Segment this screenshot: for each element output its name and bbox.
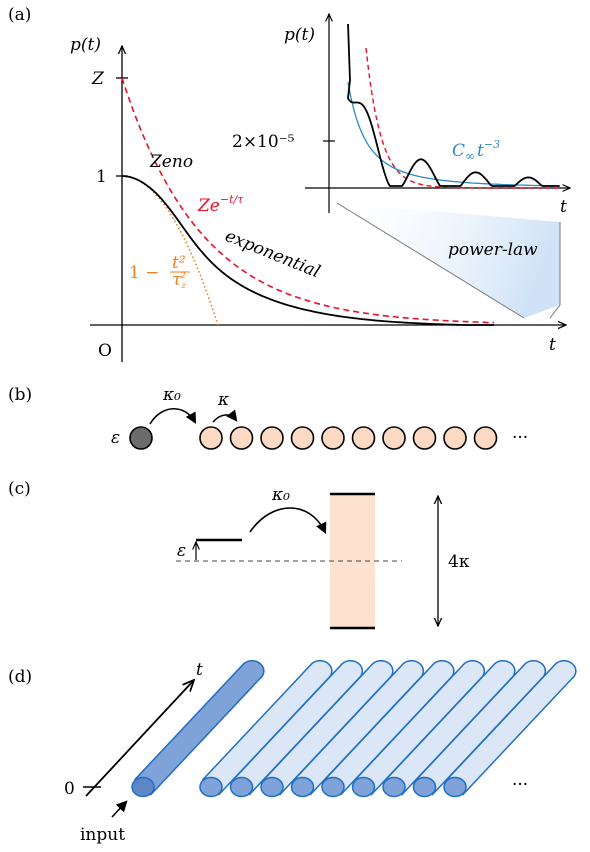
zoom-line-lower	[336, 202, 525, 319]
survival-probability-curve	[121, 175, 494, 326]
zoom-line-corner	[549, 304, 561, 319]
svg-text:1 −: 1 −	[129, 263, 159, 283]
inset-y-axis-label: p(t)	[284, 25, 315, 45]
chain-site	[382, 426, 406, 450]
tick-z-label: Z	[91, 69, 105, 89]
power-law-zoom-region	[337, 203, 560, 318]
chain-site	[351, 426, 376, 450]
chain-site	[321, 426, 345, 450]
waveguide-body	[201, 660, 333, 796]
waveguide-body	[384, 660, 516, 796]
site-energy-label: ε	[111, 428, 120, 448]
panel-a-label: (a)	[8, 5, 31, 25]
waveguide	[199, 660, 333, 798]
chain-ellipsis: ···	[512, 428, 528, 448]
power-law-label: power-law	[448, 240, 538, 260]
coupling-kappa-label: κ	[217, 390, 229, 410]
waveguide-facet	[229, 776, 254, 798]
waveguide-body	[445, 660, 577, 796]
inset-exponential-curve	[365, 47, 560, 189]
chain-sites	[199, 426, 498, 450]
main-y-axis-label: p(t)	[70, 35, 101, 55]
coupling-kappa-arrow	[212, 409, 238, 423]
waveguide-body	[133, 660, 265, 796]
panel-b-label: (b)	[8, 385, 32, 405]
inset-oscillating-curve	[347, 23, 560, 187]
waveguide-facet	[290, 776, 315, 798]
waveguide-body	[354, 660, 486, 796]
inset-power-law-fit	[347, 82, 561, 187]
waveguide	[382, 660, 516, 798]
panel-c-label: (c)	[8, 479, 31, 499]
waveguide-facet	[260, 776, 284, 798]
chain-site	[443, 426, 467, 450]
panel-d-label: (d)	[8, 667, 32, 687]
coupling-kappa0-label: κ₀	[162, 385, 181, 405]
short-time-label: 1 − t² τz2	[129, 253, 190, 290]
waveguide-facet	[443, 776, 467, 798]
panel-d: (d) t 0 input ···	[8, 660, 577, 845]
waveguide-body	[262, 660, 394, 796]
chain-site	[229, 426, 254, 450]
chain-site	[290, 426, 315, 450]
driven-waveguide	[131, 660, 265, 798]
zeno-label: Zeno	[149, 152, 193, 172]
waveguide-body	[232, 660, 364, 796]
input-label: input	[80, 825, 125, 845]
waveguide-facet	[199, 776, 223, 798]
driven-site	[129, 426, 153, 450]
level-band-coupling-arrow	[249, 507, 327, 535]
waveguide	[351, 660, 486, 798]
waveguide	[412, 660, 547, 798]
inset-tick-label: 2×10⁻⁵	[232, 132, 295, 152]
panel-a: (a) p(t) Z 1 O t Zeno Ze−t/τ 1 − t² τz2 …	[8, 5, 570, 362]
coupling-kappa0-arrow	[149, 408, 197, 425]
tick-1-label: 1	[96, 167, 107, 187]
time-axis	[85, 680, 194, 797]
waveguide-facet	[382, 776, 406, 798]
exp-decay-label: Ze−t/τ	[197, 193, 244, 216]
main-x-axis-label: t	[549, 335, 556, 355]
waveguide	[443, 660, 577, 798]
waveguide-facet	[321, 776, 345, 798]
waveguide-facet	[131, 776, 155, 798]
svg-text:t²: t²	[172, 253, 186, 273]
input-arrow	[111, 800, 128, 818]
chain-site	[199, 426, 223, 450]
waveguide-array	[131, 660, 577, 798]
chain-site	[260, 426, 284, 450]
panel-b: (b) ε κ₀ κ ···	[8, 385, 528, 450]
power-law-fit-label: C∞ t−3	[452, 138, 500, 163]
level-band-coupling-label: κ₀	[271, 485, 290, 505]
exponential-decay-curve	[121, 77, 494, 324]
waveguide-body	[415, 660, 547, 796]
time-zero-label: 0	[64, 779, 75, 799]
waveguide	[260, 660, 394, 798]
exponential-regime-label: exponential	[222, 226, 323, 282]
origin-label: O	[98, 341, 112, 361]
waveguide-facet	[351, 776, 376, 798]
time-axis-label: t	[196, 660, 203, 680]
inset-plot: p(t) 2×10⁻⁵ t C∞ t−3	[232, 14, 570, 217]
svg-text:τz2: τz2	[172, 270, 186, 290]
waveguide-body	[293, 660, 425, 796]
waveguide-facet	[412, 776, 437, 798]
waveguide-body	[323, 660, 455, 796]
waveguide-ellipsis: ···	[512, 775, 528, 795]
level-energy-label: ε	[177, 541, 186, 561]
waveguide	[321, 660, 455, 798]
chain-site	[473, 426, 498, 450]
panel-c: (c) ε κ₀ 4κ	[8, 479, 470, 630]
inset-x-axis-label: t	[560, 197, 567, 217]
waveguide	[290, 660, 425, 798]
bandwidth-label: 4κ	[448, 552, 470, 572]
waveguide	[229, 660, 364, 798]
chain-site	[412, 426, 437, 450]
